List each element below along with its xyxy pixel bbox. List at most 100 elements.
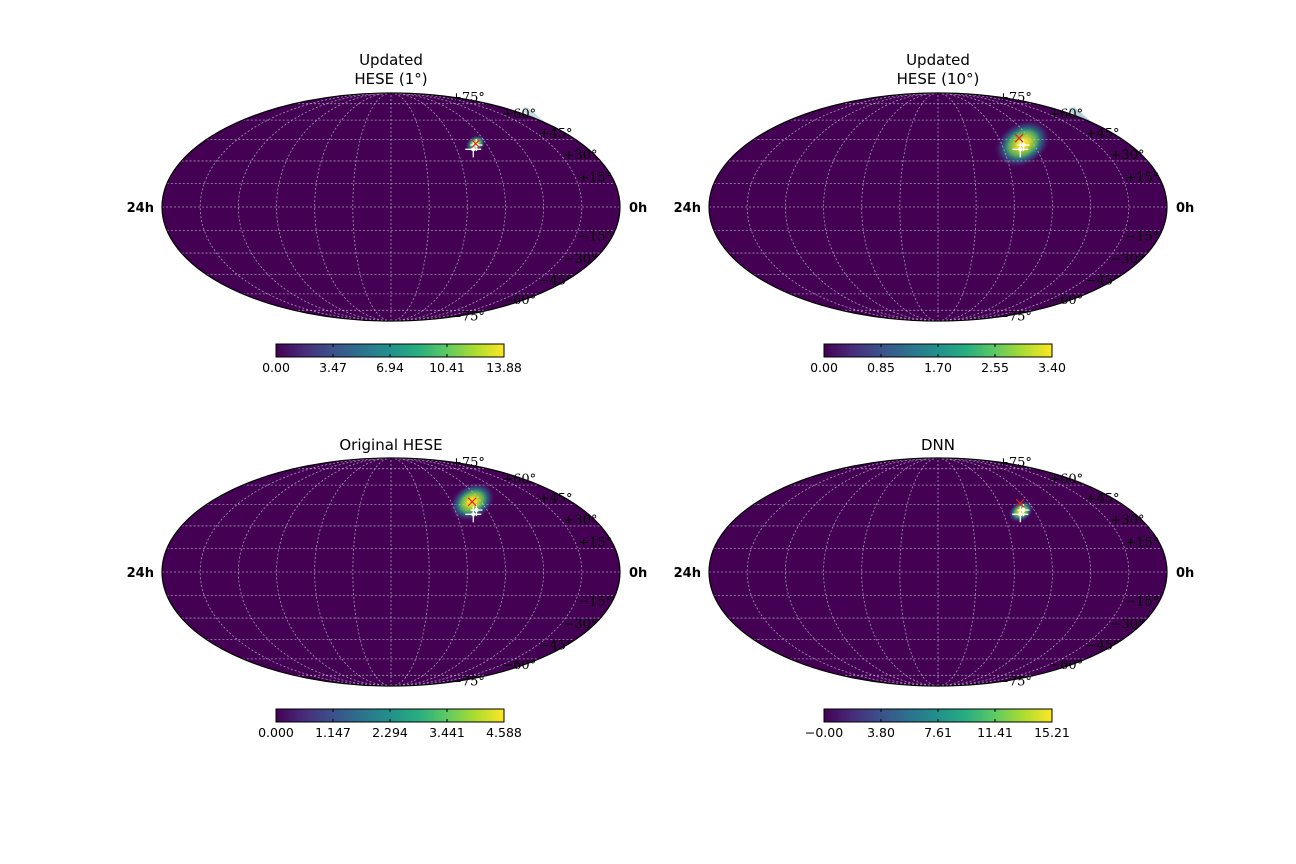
meridian-line [937, 93, 1092, 321]
colorbar-tick-label: 2.55 [981, 360, 1009, 375]
meridian-line [276, 93, 392, 321]
latitude-label: −15° [1125, 229, 1159, 244]
colorbar-tick-label: 1.70 [924, 360, 952, 375]
latitude-label: +45° [1086, 492, 1120, 507]
latitude-label: −30° [1111, 617, 1145, 632]
latitude-label: −30° [564, 252, 598, 267]
ra-label-left: 24h [674, 201, 701, 216]
colorbar-tick-label: 0.00 [810, 360, 838, 375]
source-cross-marker [465, 506, 482, 523]
colorbar: 0.000 1.147 2.294 3.441 4.588 [258, 708, 522, 740]
ra-label-left: 24h [674, 566, 701, 581]
latitude-label: +15° [578, 171, 612, 186]
colorbar: 0.00 0.85 1.70 2.55 3.40 [810, 343, 1066, 375]
ra-label-right: 0h [1176, 201, 1194, 216]
latitude-label: +30° [564, 513, 598, 528]
graticule [162, 458, 620, 686]
latitude-label: +15° [1125, 171, 1159, 186]
panel-title-line: Updated [906, 51, 970, 69]
latitude-label: −75° [998, 309, 1032, 324]
panel-title-line: Original HESE [339, 436, 442, 454]
colorbar-tick-label: 1.147 [315, 725, 351, 740]
latitude-label: −45° [539, 273, 573, 288]
meridian-line [237, 93, 392, 321]
latitude-label: −60° [502, 658, 536, 673]
colorbar-tick-label: −0.00 [805, 725, 843, 740]
source-cross-marker [1012, 141, 1029, 158]
source-cross-marker [1017, 139, 1030, 152]
colorbar-tick-label: 0.00 [262, 360, 290, 375]
ra-label-right: 0h [629, 201, 647, 216]
meridian-line [937, 458, 1092, 686]
latitude-label: +15° [1125, 536, 1159, 551]
colorbar-tick-label: 0.85 [867, 360, 895, 375]
source-cross-marker [465, 141, 482, 158]
source-cross-marker [1012, 506, 1029, 523]
best-fit-x-marker [1015, 498, 1025, 508]
latitude-label: −15° [578, 594, 612, 609]
best-fit-x-marker [471, 139, 481, 149]
meridian-line [937, 93, 1053, 321]
latitude-label: −75° [451, 674, 485, 689]
graticule [709, 458, 1167, 686]
latitude-label: −60° [502, 293, 536, 308]
colorbar-tick-label: 13.88 [486, 360, 522, 375]
colorbar-tick-label: 0.000 [258, 725, 294, 740]
colorbar-tick-label: 3.441 [429, 725, 465, 740]
latitude-label: −75° [451, 309, 485, 324]
colorbar-tick-label: 11.41 [977, 725, 1013, 740]
latitude-label: −60° [1049, 658, 1083, 673]
panel-title-line: HESE (1°) [354, 70, 427, 88]
latitude-label: +15° [578, 536, 612, 551]
latitude-label: −15° [1125, 594, 1159, 609]
colorbar-tick-label: 3.40 [1038, 360, 1066, 375]
colorbar-tick-label: 10.41 [429, 360, 465, 375]
colorbar: 0.00 3.47 6.94 10.41 13.88 [262, 343, 522, 375]
map-outline [161, 92, 621, 322]
latitude-label: +75° [998, 91, 1032, 106]
best-fit-x-marker [467, 497, 477, 507]
latitude-label: +75° [998, 456, 1032, 471]
meridian-line [823, 458, 939, 686]
latitude-label: −45° [539, 638, 573, 653]
graticule [709, 93, 1167, 321]
meridian-line [390, 93, 545, 321]
latitude-label: +60° [1049, 107, 1083, 122]
map-outline [161, 457, 621, 687]
best-fit-x-marker [1014, 133, 1024, 143]
meridian-line [390, 458, 506, 686]
latitude-label: −30° [564, 617, 598, 632]
colorbar: −0.00 3.80 7.61 11.41 15.21 [805, 708, 1070, 740]
colorbar-tick-label: 3.80 [867, 725, 895, 740]
colorbar-tick-label: 6.94 [376, 360, 404, 375]
latitude-label: +60° [1049, 472, 1083, 487]
latitude-label: +30° [564, 148, 598, 163]
meridian-line [237, 458, 392, 686]
panel-title-line: Updated [359, 51, 423, 69]
colorbar-tick-label: 2.294 [372, 725, 408, 740]
latitude-label: +60° [502, 472, 536, 487]
ra-label-right: 0h [1176, 566, 1194, 581]
latitude-label: −45° [1086, 638, 1120, 653]
source-cross-marker [470, 504, 483, 517]
map-outline [708, 457, 1168, 687]
map-panel-3: Original HESE +75° +60°+45° +30° +15° −15° −30… [127, 436, 648, 740]
colorbar-tick-label: 7.61 [924, 725, 952, 740]
meridian-line [390, 93, 506, 321]
source-cross-marker [1017, 504, 1030, 517]
ra-label-left: 24h [127, 201, 154, 216]
latitude-label: −60° [1049, 293, 1083, 308]
ra-label-right: 0h [629, 566, 647, 581]
latitude-label: +75° [451, 91, 485, 106]
meridian-line [937, 458, 1053, 686]
latitude-label: +45° [539, 127, 573, 142]
latitude-label: +30° [1111, 513, 1145, 528]
panel-title-line: HESE (10°) [897, 70, 980, 88]
latitude-label: −15° [578, 229, 612, 244]
colorbar-tick-label: 4.588 [486, 725, 522, 740]
colorbar-tick-label: 15.21 [1034, 725, 1070, 740]
latitude-label: −30° [1111, 252, 1145, 267]
latitude-label: +75° [451, 456, 485, 471]
